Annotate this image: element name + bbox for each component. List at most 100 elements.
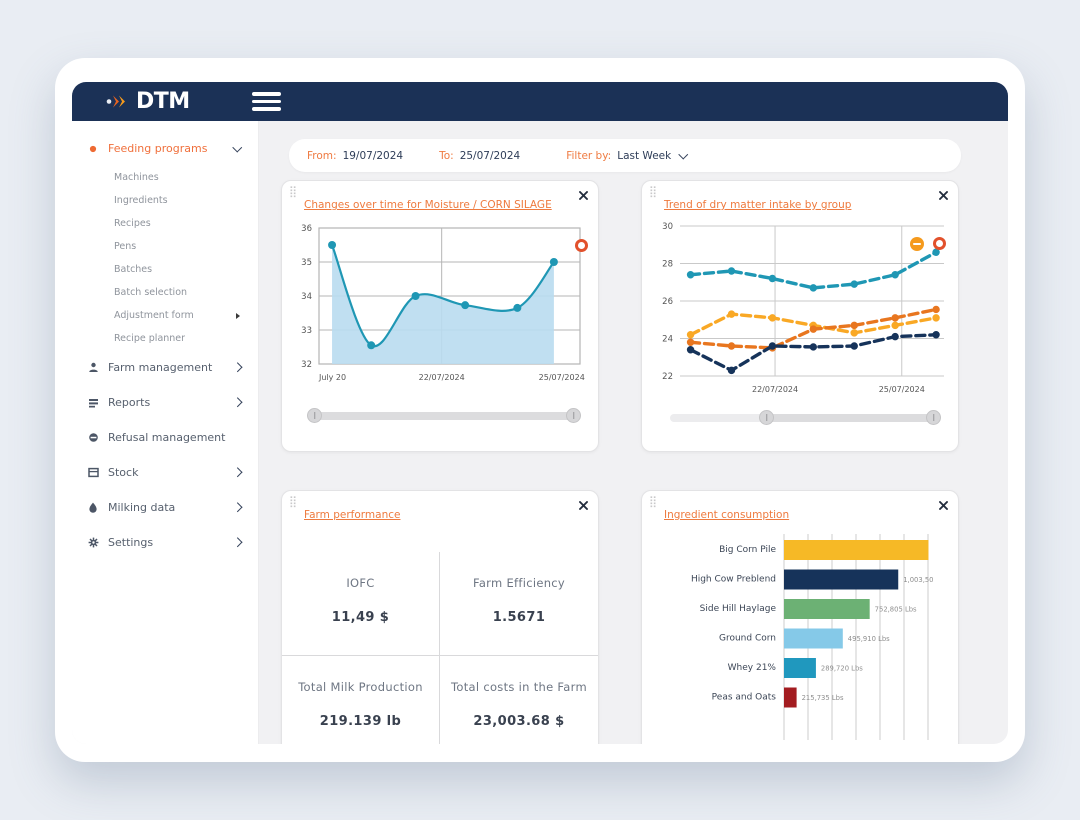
drag-handle-icon[interactable]: ⣿ [289,185,298,198]
milking-icon [87,502,99,513]
series-navy-point [686,346,695,354]
series-teal-point [768,274,777,283]
bar-category-label: Side Hill Haylage [700,604,777,614]
moisture-chart-svg: 32 33 34 35 36 July 20 22/07/2024 25/07/2024 [301,224,585,382]
svg-text:25/07/2024: 25/07/2024 [539,373,585,382]
sidebar-subitem-label: Recipes [114,218,151,229]
slider-handle-left[interactable] [759,410,775,425]
main-content: From: 19/07/2024 To: 25/07/2024 Filter b… [259,121,1008,744]
series-teal-point [891,271,899,279]
dashboard-grid: ⣿ Changes over time for Moisture / CORN … [281,180,984,744]
slider-handle-left[interactable] [307,408,322,423]
target-circle-icon[interactable] [933,237,946,250]
sidebar-item-stock[interactable]: Stock [72,455,258,490]
chevron-down-icon[interactable] [678,149,689,159]
feeding-dot-icon [87,144,99,154]
metric-label: Farm Efficiency [472,576,566,590]
to-date-field[interactable]: 25/07/2024 [459,149,521,162]
close-card-button[interactable] [579,501,588,510]
bar-value-label: 1,003,50 [903,576,933,584]
metric-iofc: IOFC 11,49 $ [282,552,440,656]
series-orange-point [686,338,695,346]
series-amber-point [932,314,940,322]
sidebar-item-refusal-management[interactable]: Refusal management [72,420,258,455]
bar-category-label: High Cow Preblend [691,575,776,585]
sidebar-subitem-recipes[interactable]: Recipes [72,212,258,235]
bar-peas-and-oats [784,687,797,708]
slider-handle-right[interactable] [926,410,941,425]
sidebar-item-label: Feeding programs [108,142,208,155]
sidebar-subitem-label: Ingredients [114,195,168,206]
gear-icon [87,537,99,548]
series-amber-point [768,314,777,322]
moisture-range-slider[interactable] [307,408,581,423]
from-date-field[interactable]: 19/07/2024 [342,149,404,162]
series-navy-line [688,333,938,373]
sidebar-item-milking-data[interactable]: Milking data [72,490,258,525]
slider-range[interactable] [310,412,578,420]
series-orange-point [850,321,858,330]
series-navy-point [768,342,777,350]
drag-handle-icon[interactable]: ⣿ [649,495,658,508]
chevron-right-icon [232,502,242,513]
chevron-right-icon [232,397,242,408]
sidebar-subitem-pens[interactable]: Pens [72,235,258,258]
tablet-frame: DTM Feeding programs Machines Ingredients R… [55,58,1025,762]
sidebar-subitem-batch-selection[interactable]: Batch selection [72,281,258,304]
bar-value-label: 495,910 Lbs [848,635,890,643]
app-body: Feeding programs Machines Ingredients Recip… [72,121,1008,744]
close-card-button[interactable] [939,501,948,510]
close-card-button[interactable] [939,191,948,200]
svg-text:36: 36 [301,224,312,234]
close-card-button[interactable] [579,191,588,200]
svg-text:25/07/2024: 25/07/2024 [879,385,925,394]
metric-label: Total costs in the Farm [451,680,587,694]
series-teal-point [932,248,940,256]
card-title-moisture[interactable]: Changes over time for Moisture / CORN SI… [304,199,552,211]
filter-dropdown[interactable]: Last Week [617,149,672,162]
sidebar-subitem-adjustment-form[interactable]: Adjustment form [72,304,258,327]
svg-text:30: 30 [662,222,673,232]
sidebar-item-feeding-programs[interactable]: Feeding programs [72,131,258,166]
sidebar-item-label: Farm management [108,361,213,374]
metric-value: 1.5671 [492,610,546,625]
sidebar-subitem-label: Pens [114,241,137,252]
sidebar-item-farm-management[interactable]: Farm management [72,350,258,385]
dry-matter-range-slider[interactable] [670,410,941,425]
series-amber-point [891,321,899,330]
minus-circle-icon[interactable] [910,237,924,251]
logo-text: DTM [136,88,190,114]
target-circle-icon[interactable] [575,239,588,252]
moisture-area [332,245,554,364]
sidebar-item-reports[interactable]: Reports [72,385,258,420]
hamburger-menu-icon[interactable] [251,92,281,111]
series-teal-point [850,280,858,288]
svg-text:34: 34 [301,292,312,302]
sidebar-subitem-machines[interactable]: Machines [72,166,258,189]
card-title-farm-performance[interactable]: Farm performance [304,509,401,521]
series-teal-point [686,271,695,279]
sidebar-item-settings[interactable]: Settings [72,525,258,560]
sidebar-subitem-batches[interactable]: Batches [72,258,258,281]
bar-value-label: 289,720 Lbs [821,665,863,673]
sidebar-item-label: Reports [108,396,151,409]
slider-range[interactable] [766,414,938,422]
card-title-ingredient-consumption[interactable]: Ingredient consumption [664,509,790,521]
sidebar-subitem-label: Batches [114,264,153,275]
card-title-dry-matter[interactable]: Trend of dry matter intake by group [664,199,852,211]
sidebar-subitem-ingredients[interactable]: Ingredients [72,189,258,212]
metrics-grid: IOFC 11,49 $ Farm Efficiency 1.5671 Total Mi… [282,552,598,744]
bar-big-corn-pile [784,540,929,560]
app-header: DTM [72,82,1008,121]
sidebar-subitem-label: Adjustment form [114,310,194,321]
drag-handle-icon[interactable]: ⣿ [649,185,658,198]
series-navy-point [809,343,818,351]
drag-handle-icon[interactable]: ⣿ [289,495,298,508]
series-orange-point [891,314,899,322]
sidebar-subitem-recipe-planner[interactable]: Recipe planner [72,327,258,350]
filter-by-label: Filter by: [566,149,612,162]
svg-text:28: 28 [662,260,673,270]
slider-handle-right[interactable] [566,408,581,423]
series-navy-point [891,332,899,341]
series-amber-point [850,329,858,337]
